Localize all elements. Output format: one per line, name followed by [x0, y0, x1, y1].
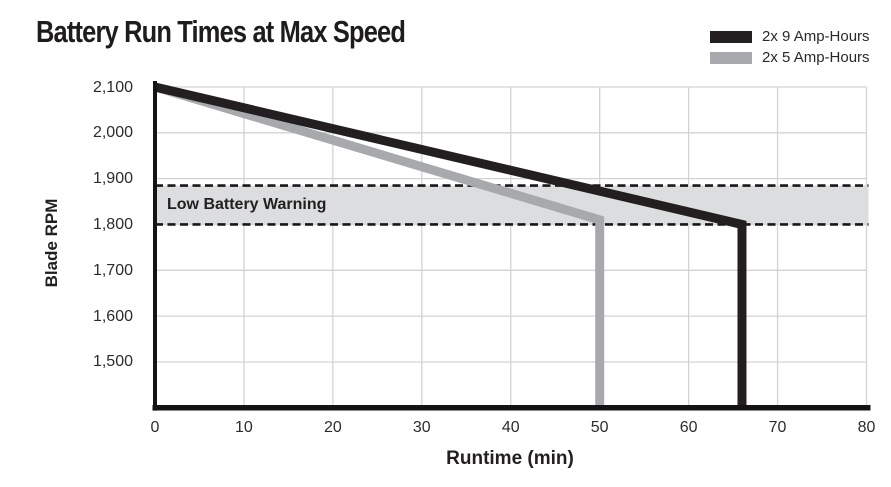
x-tick-label: 0: [150, 419, 160, 436]
x-tick-label: 60: [679, 419, 698, 436]
x-tick-label: 40: [501, 419, 520, 436]
legend-swatch-9ah-icon: [710, 30, 752, 43]
y-tick-label: 2,000: [92, 124, 133, 142]
legend-item-9ah: 2x 9 Amp-Hours: [710, 26, 870, 47]
series-line-5ah: [153, 82, 605, 408]
series-line-9ah: [153, 82, 747, 408]
x-tick-label: 10: [235, 419, 253, 436]
legend-swatch-5ah-icon: [710, 51, 752, 64]
y-tick-label: 1,800: [92, 215, 133, 233]
y-tick-label: 1,700: [92, 261, 133, 279]
y-tick-label: 1,500: [92, 353, 133, 371]
x-tick-label: 70: [768, 419, 787, 436]
y-tick-label: 1,900: [92, 170, 133, 188]
x-tick-label: 80: [857, 419, 876, 436]
x-tick-label: 30: [412, 419, 431, 436]
legend-item-5ah: 2x 5 Amp-Hours: [710, 47, 870, 68]
x-axis-title: Runtime (min): [446, 448, 574, 469]
x-tick-label: 20: [323, 419, 342, 436]
y-tick-label: 2,100: [92, 78, 133, 96]
y-tick-label: 1,600: [92, 307, 133, 325]
legend-label-5ah: 2x 5 Amp-Hours: [762, 49, 870, 66]
x-tick-label: 50: [590, 419, 609, 436]
legend: 2x 9 Amp-Hours 2x 5 Amp-Hours: [710, 26, 870, 68]
legend-label-9ah: 2x 9 Amp-Hours: [762, 28, 870, 45]
warning-band-label: Low Battery Warning: [167, 196, 327, 213]
chart-title: Battery Run Times at Max Speed: [36, 14, 406, 49]
